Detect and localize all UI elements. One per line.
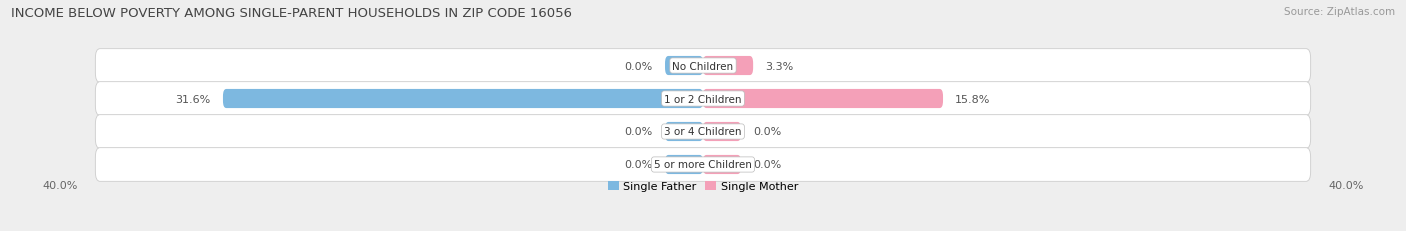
Text: 0.0%: 0.0% xyxy=(624,160,652,170)
FancyBboxPatch shape xyxy=(96,148,1310,182)
Text: 5 or more Children: 5 or more Children xyxy=(654,160,752,170)
FancyBboxPatch shape xyxy=(703,155,741,174)
Text: 3.3%: 3.3% xyxy=(765,61,793,71)
FancyBboxPatch shape xyxy=(703,57,754,76)
FancyBboxPatch shape xyxy=(665,57,703,76)
Text: 31.6%: 31.6% xyxy=(176,94,211,104)
Text: 1 or 2 Children: 1 or 2 Children xyxy=(664,94,742,104)
Legend: Single Father, Single Mother: Single Father, Single Mother xyxy=(603,177,803,196)
Text: No Children: No Children xyxy=(672,61,734,71)
FancyBboxPatch shape xyxy=(665,155,703,174)
FancyBboxPatch shape xyxy=(224,90,703,109)
FancyBboxPatch shape xyxy=(665,122,703,141)
FancyBboxPatch shape xyxy=(96,115,1310,149)
Text: 15.8%: 15.8% xyxy=(955,94,991,104)
Text: 40.0%: 40.0% xyxy=(42,180,77,190)
Text: 40.0%: 40.0% xyxy=(1329,180,1364,190)
Text: 0.0%: 0.0% xyxy=(624,61,652,71)
Text: 0.0%: 0.0% xyxy=(624,127,652,137)
Text: INCOME BELOW POVERTY AMONG SINGLE-PARENT HOUSEHOLDS IN ZIP CODE 16056: INCOME BELOW POVERTY AMONG SINGLE-PARENT… xyxy=(11,7,572,20)
Text: 0.0%: 0.0% xyxy=(754,127,782,137)
FancyBboxPatch shape xyxy=(96,49,1310,83)
FancyBboxPatch shape xyxy=(703,122,741,141)
FancyBboxPatch shape xyxy=(96,82,1310,116)
Text: 0.0%: 0.0% xyxy=(754,160,782,170)
Text: Source: ZipAtlas.com: Source: ZipAtlas.com xyxy=(1284,7,1395,17)
FancyBboxPatch shape xyxy=(703,90,943,109)
Text: 3 or 4 Children: 3 or 4 Children xyxy=(664,127,742,137)
